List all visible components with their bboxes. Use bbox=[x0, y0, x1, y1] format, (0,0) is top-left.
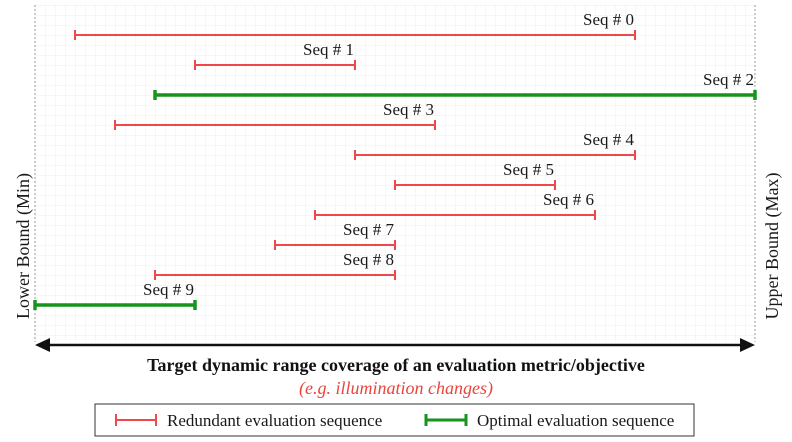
sequence-bar-4: Seq # 4 bbox=[354, 130, 636, 160]
range-arrow bbox=[35, 338, 755, 352]
axis-subtitle: (e.g. illumination changes) bbox=[299, 378, 493, 399]
sequence-label: Seq # 5 bbox=[503, 160, 554, 179]
sequence-label: Seq # 4 bbox=[583, 130, 635, 149]
sequence-label: Seq # 6 bbox=[543, 190, 594, 209]
sequence-bar-8: Seq # 8 bbox=[154, 250, 396, 280]
plot-grid bbox=[35, 5, 755, 342]
axis-title: Target dynamic range coverage of an eval… bbox=[147, 355, 645, 375]
legend-box bbox=[94, 403, 695, 437]
redundant-sequence-icon bbox=[115, 414, 157, 426]
sequence-label: Seq # 2 bbox=[703, 70, 754, 89]
sequence-bar-0: Seq # 0 bbox=[74, 10, 636, 40]
sequence-bars: Seq # 0 Seq # 1 Seq # 2 Seq # 3 Seq # 4 Seq #… bbox=[33, 10, 757, 310]
sequence-bar-9: Seq # 9 bbox=[33, 280, 197, 310]
sequence-bar-2: Seq # 2 bbox=[153, 70, 757, 100]
sequence-bar-7: Seq # 7 bbox=[274, 220, 396, 250]
sequence-bar-5: Seq # 5 bbox=[394, 160, 556, 190]
legend: Redundant evaluation sequence Optimal ev… bbox=[94, 403, 695, 437]
optimal-sequence-icon bbox=[424, 414, 468, 426]
arrow-head-right-icon bbox=[740, 338, 755, 352]
arrow-head-left-icon bbox=[35, 338, 50, 352]
sequence-label: Seq # 0 bbox=[583, 10, 634, 29]
legend-optimal-label: Optimal evaluation sequence bbox=[477, 411, 674, 430]
legend-redundant-label: Redundant evaluation sequence bbox=[167, 411, 382, 430]
sequence-label: Seq # 7 bbox=[343, 220, 395, 239]
sequence-label: Seq # 1 bbox=[303, 40, 354, 59]
sequence-bar-1: Seq # 1 bbox=[194, 40, 356, 70]
upper-bound-label: Upper Bound (Max) bbox=[762, 173, 783, 320]
sequence-bar-3: Seq # 3 bbox=[114, 100, 436, 130]
sequence-bar-6: Seq # 6 bbox=[314, 190, 596, 220]
sequence-label: Seq # 8 bbox=[343, 250, 394, 269]
sequence-label: Seq # 9 bbox=[143, 280, 194, 299]
lower-bound-label: Lower Bound (Min) bbox=[13, 173, 34, 319]
sequence-label: Seq # 3 bbox=[383, 100, 434, 119]
